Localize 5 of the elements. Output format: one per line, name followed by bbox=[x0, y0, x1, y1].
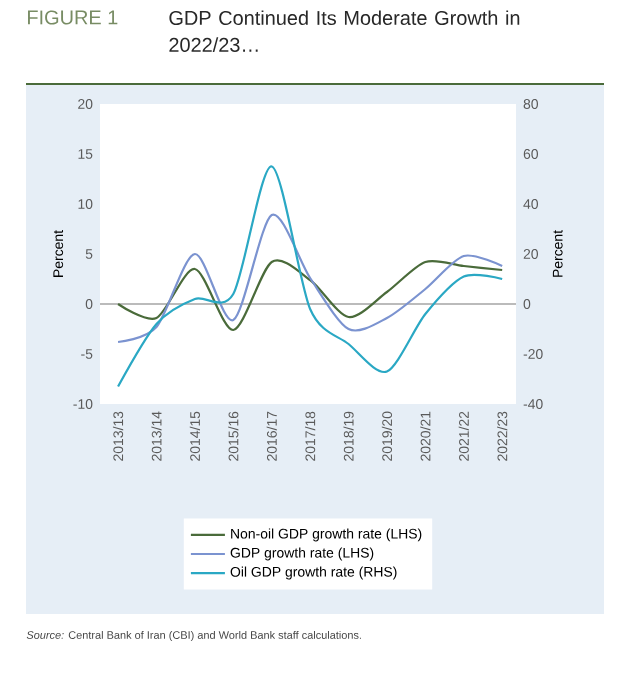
chart-title: GDP Continued Its Moderate Growth in 2022/23… bbox=[169, 10, 520, 52]
line-series bbox=[116, 259, 504, 332]
line-series bbox=[116, 213, 504, 344]
caption: FIGURE 1 bbox=[28, 10, 118, 25]
line-series bbox=[116, 165, 504, 388]
